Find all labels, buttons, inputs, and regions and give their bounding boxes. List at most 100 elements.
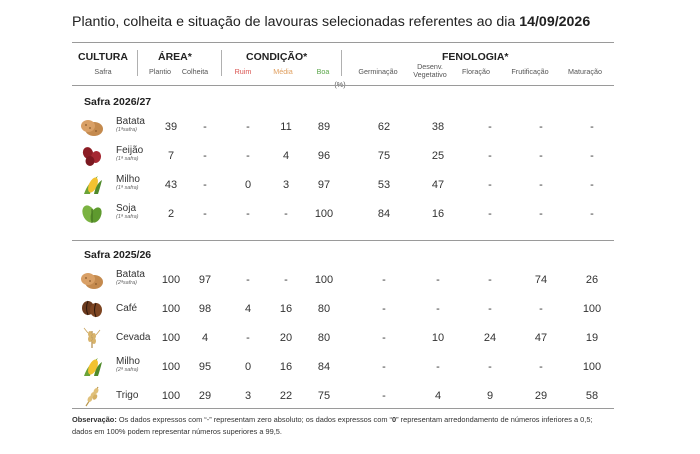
divider-1 (137, 50, 138, 76)
footnote-text-1: Os dados expressos com “-” representam z… (116, 415, 392, 424)
cell-media: 20 (279, 332, 293, 344)
cell-colheita: - (203, 121, 207, 133)
cell-ruim: - (246, 121, 250, 133)
barley-icon (80, 327, 104, 349)
crop-label: Batata (116, 116, 145, 127)
crop-label: Feijão (116, 145, 144, 156)
crop-name: Cevada (116, 332, 150, 343)
cell-germinacao: 53 (377, 179, 391, 191)
bean-icon (80, 145, 104, 167)
header-floracao: Floração (462, 67, 490, 76)
corn-icon (80, 356, 104, 378)
crop-safra: (1ª safra) (116, 214, 139, 220)
cell-floracao: - (488, 121, 492, 133)
cell-media: 3 (282, 179, 290, 191)
crop-label: Soja (116, 203, 137, 214)
corn-icon (80, 174, 104, 196)
cell-ruim: 0 (244, 179, 252, 191)
title-date: 14/09/2026 (519, 14, 591, 30)
cell-floracao: 9 (486, 390, 494, 402)
cell-frutificacao: - (539, 179, 543, 191)
cell-colheita: - (203, 208, 207, 220)
cell-ruim: - (246, 274, 250, 286)
cell-frutificacao: 74 (534, 274, 548, 286)
crop-label: Milho (116, 174, 140, 185)
cell-frutificacao: - (539, 361, 543, 373)
cell-floracao: - (488, 150, 492, 162)
cell-ruim: - (246, 208, 250, 220)
cell-plantio: 100 (161, 390, 181, 402)
cell-maturacao: 100 (582, 361, 602, 373)
cell-plantio: 2 (167, 208, 175, 220)
table-row: Milho (1ª safra) 43 - 0 3 97 53 47 - - - (72, 171, 614, 199)
cell-media: - (284, 208, 288, 220)
cell-media: 16 (279, 361, 293, 373)
cell-ruim: 4 (244, 303, 252, 315)
footnote-zero: 0 (392, 415, 397, 424)
cell-frutificacao: - (539, 150, 543, 162)
cell-maturacao: - (590, 121, 594, 133)
crop-safra: (2ªsafra) (116, 280, 137, 286)
cell-plantio: 100 (161, 303, 181, 315)
cell-germinacao: - (382, 390, 386, 402)
bottom-rule (72, 408, 614, 409)
cell-desenv: 16 (431, 208, 445, 220)
crop-name: Trigo (116, 390, 138, 401)
cell-boa: 100 (314, 208, 334, 220)
cell-boa: 84 (317, 361, 331, 373)
potato-icon (80, 269, 104, 291)
cell-ruim: - (246, 150, 250, 162)
table-row: Feijão (1ª safra) 7 - - 4 96 75 25 - - - (72, 142, 614, 170)
page-title: Plantio, colheita e situação de lavouras… (72, 14, 590, 30)
cell-plantio: 100 (161, 332, 181, 344)
cell-desenv: 10 (431, 332, 445, 344)
header-fenologia: FENOLOGIA* (442, 51, 509, 63)
footnote-text-2: ” representam arredondamento de números … (72, 415, 593, 436)
cell-frutificacao: - (539, 121, 543, 133)
crop-name: Batata (1ªsafra) (116, 116, 145, 134)
cell-colheita: 29 (198, 390, 212, 402)
cell-plantio: 43 (164, 179, 178, 191)
crop-label: Milho (116, 356, 140, 367)
soy-icon (80, 203, 104, 225)
cell-colheita: 97 (198, 274, 212, 286)
crop-safra: (1ª safra) (116, 156, 139, 162)
cell-germinacao: - (382, 303, 386, 315)
cell-germinacao: - (382, 332, 386, 344)
cell-desenv: - (436, 274, 440, 286)
cell-colheita: 98 (198, 303, 212, 315)
table-row: Café 100 98 4 16 80 - - - - 100 (72, 295, 614, 323)
header-safra: Safra (94, 67, 112, 76)
cell-floracao: - (488, 179, 492, 191)
cell-colheita: 95 (198, 361, 212, 373)
cell-floracao: - (488, 208, 492, 220)
cell-maturacao: - (590, 150, 594, 162)
cell-desenv: - (436, 303, 440, 315)
divider-2 (221, 50, 222, 76)
cell-floracao: - (488, 361, 492, 373)
cell-plantio: 39 (164, 121, 178, 133)
cell-frutificacao: 47 (534, 332, 548, 344)
header-plantio: Plantio (149, 67, 171, 76)
crop-name: Batata (2ªsafra) (116, 269, 145, 287)
header-media: Média (273, 67, 293, 76)
crop-name: Café (116, 303, 137, 314)
coffee-icon (80, 298, 104, 320)
table-row: Batata (1ªsafra) 39 - - 11 89 62 38 - - - (72, 113, 614, 141)
cell-desenv: 25 (431, 150, 445, 162)
table-row: Batata (2ªsafra) 100 97 - - 100 - - - 74 26 (72, 266, 614, 294)
cell-boa: 80 (317, 332, 331, 344)
crop-label: Cevada (116, 332, 151, 343)
table-row: Trigo 100 29 3 22 75 - 4 9 29 58 (72, 382, 614, 410)
cell-boa: 97 (317, 179, 331, 191)
cell-germinacao: 62 (377, 121, 391, 133)
cell-desenv: 38 (431, 121, 445, 133)
cell-plantio: 7 (167, 150, 175, 162)
cell-germinacao: - (382, 361, 386, 373)
cell-desenv: - (436, 361, 440, 373)
cell-media: - (284, 274, 288, 286)
divider-3 (341, 50, 342, 76)
cell-maturacao: - (590, 179, 594, 191)
cell-colheita: 4 (201, 332, 209, 344)
section-rule (72, 240, 614, 241)
